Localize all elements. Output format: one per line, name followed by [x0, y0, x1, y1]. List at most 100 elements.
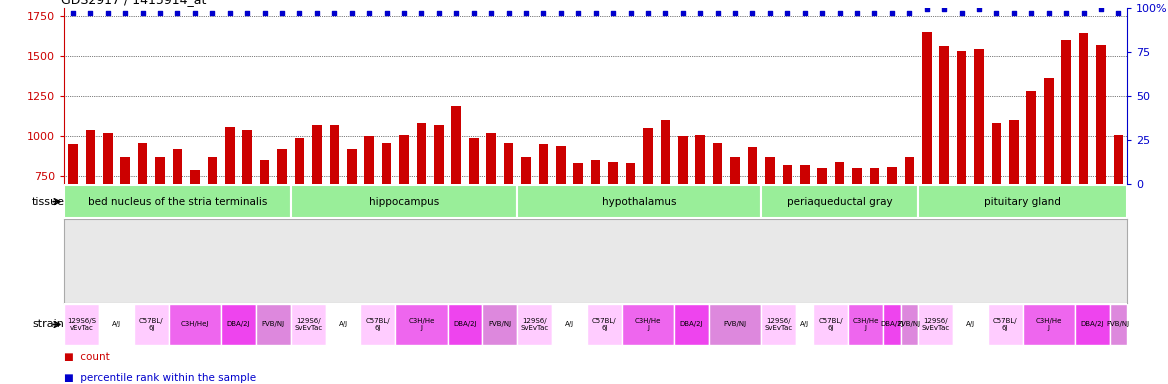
Bar: [709, 304, 762, 345]
Bar: [918, 304, 953, 345]
Bar: [783, 165, 792, 184]
Text: A/J: A/J: [112, 321, 121, 328]
Bar: [538, 144, 548, 184]
Point: [447, 10, 466, 16]
Bar: [173, 149, 182, 184]
Bar: [277, 149, 287, 184]
Bar: [588, 304, 621, 345]
Point: [203, 10, 222, 16]
Point: [901, 10, 919, 16]
Point: [1004, 10, 1023, 16]
Point: [81, 10, 99, 16]
Bar: [259, 160, 270, 184]
Bar: [64, 185, 291, 218]
Bar: [1009, 120, 1018, 184]
Text: 129S6/
SvEvTac: 129S6/ SvEvTac: [521, 318, 549, 331]
Bar: [957, 51, 966, 184]
Text: C3H/HeJ: C3H/HeJ: [181, 321, 209, 328]
Point: [639, 10, 658, 16]
Point: [395, 10, 413, 16]
Point: [342, 10, 361, 16]
Point: [586, 10, 605, 16]
Text: FVB/NJ: FVB/NJ: [898, 321, 920, 328]
Text: DBA/2J: DBA/2J: [453, 321, 477, 328]
Bar: [326, 304, 361, 345]
Text: C57BL/
6J: C57BL/ 6J: [139, 318, 164, 331]
Bar: [395, 304, 447, 345]
Text: C3H/He
J: C3H/He J: [1036, 318, 1062, 331]
Text: C3H/He
J: C3H/He J: [409, 318, 434, 331]
Point: [465, 10, 484, 16]
Point: [168, 10, 187, 16]
Text: pituitary gland: pituitary gland: [985, 197, 1061, 207]
Point: [760, 10, 779, 16]
Point: [987, 10, 1006, 16]
Text: C57BL/
6J: C57BL/ 6J: [993, 318, 1017, 331]
Point: [499, 10, 517, 16]
Bar: [848, 304, 883, 345]
Point: [1040, 10, 1058, 16]
Bar: [730, 157, 739, 184]
Bar: [870, 168, 880, 184]
Text: A/J: A/J: [800, 321, 809, 328]
Bar: [939, 46, 948, 184]
Bar: [85, 130, 95, 184]
Text: FVB/NJ: FVB/NJ: [262, 321, 285, 328]
Text: A/J: A/J: [565, 321, 575, 328]
Bar: [1079, 33, 1089, 184]
Point: [934, 7, 953, 13]
Point: [743, 10, 762, 16]
Bar: [364, 136, 374, 184]
Bar: [68, 144, 78, 184]
Bar: [800, 165, 809, 184]
Point: [604, 10, 623, 16]
Bar: [1027, 91, 1036, 184]
Text: FVB/NJ: FVB/NJ: [723, 321, 746, 328]
Bar: [626, 164, 635, 184]
Point: [221, 10, 239, 16]
Bar: [883, 304, 901, 345]
Point: [133, 10, 152, 16]
Bar: [452, 106, 461, 184]
Bar: [361, 304, 395, 345]
Bar: [835, 162, 844, 184]
Text: hippocampus: hippocampus: [369, 197, 439, 207]
Point: [848, 10, 867, 16]
Bar: [591, 160, 600, 184]
Point: [116, 10, 134, 16]
Point: [830, 10, 849, 16]
Bar: [169, 304, 221, 345]
Text: FVB/NJ: FVB/NJ: [1107, 321, 1129, 328]
Text: C3H/He
J: C3H/He J: [853, 318, 880, 331]
Bar: [517, 304, 552, 345]
Text: ■  percentile rank within the sample: ■ percentile rank within the sample: [64, 373, 256, 383]
Bar: [503, 142, 514, 184]
Point: [98, 10, 117, 16]
Point: [656, 10, 675, 16]
Bar: [1044, 78, 1054, 184]
Text: 129S6/S
vEvTac: 129S6/S vEvTac: [68, 318, 96, 331]
Bar: [103, 133, 112, 184]
Text: A/J: A/J: [339, 321, 348, 328]
Bar: [155, 157, 165, 184]
Text: FVB/NJ: FVB/NJ: [488, 321, 512, 328]
Bar: [1113, 134, 1124, 184]
Point: [551, 10, 570, 16]
Point: [534, 10, 552, 16]
Text: 129S6/
SvEvTac: 129S6/ SvEvTac: [294, 318, 322, 331]
Point: [290, 10, 308, 16]
Point: [778, 10, 797, 16]
Bar: [382, 142, 391, 184]
Point: [708, 10, 726, 16]
Point: [307, 10, 326, 16]
Text: bed nucleus of the stria terminalis: bed nucleus of the stria terminalis: [88, 197, 267, 207]
Bar: [901, 304, 918, 345]
Bar: [661, 120, 670, 184]
Point: [952, 10, 971, 16]
Text: ■  count: ■ count: [64, 352, 110, 362]
Text: periaqueductal gray: periaqueductal gray: [787, 197, 892, 207]
Point: [725, 10, 744, 16]
Point: [256, 10, 274, 16]
Bar: [556, 146, 565, 184]
Bar: [64, 304, 99, 345]
